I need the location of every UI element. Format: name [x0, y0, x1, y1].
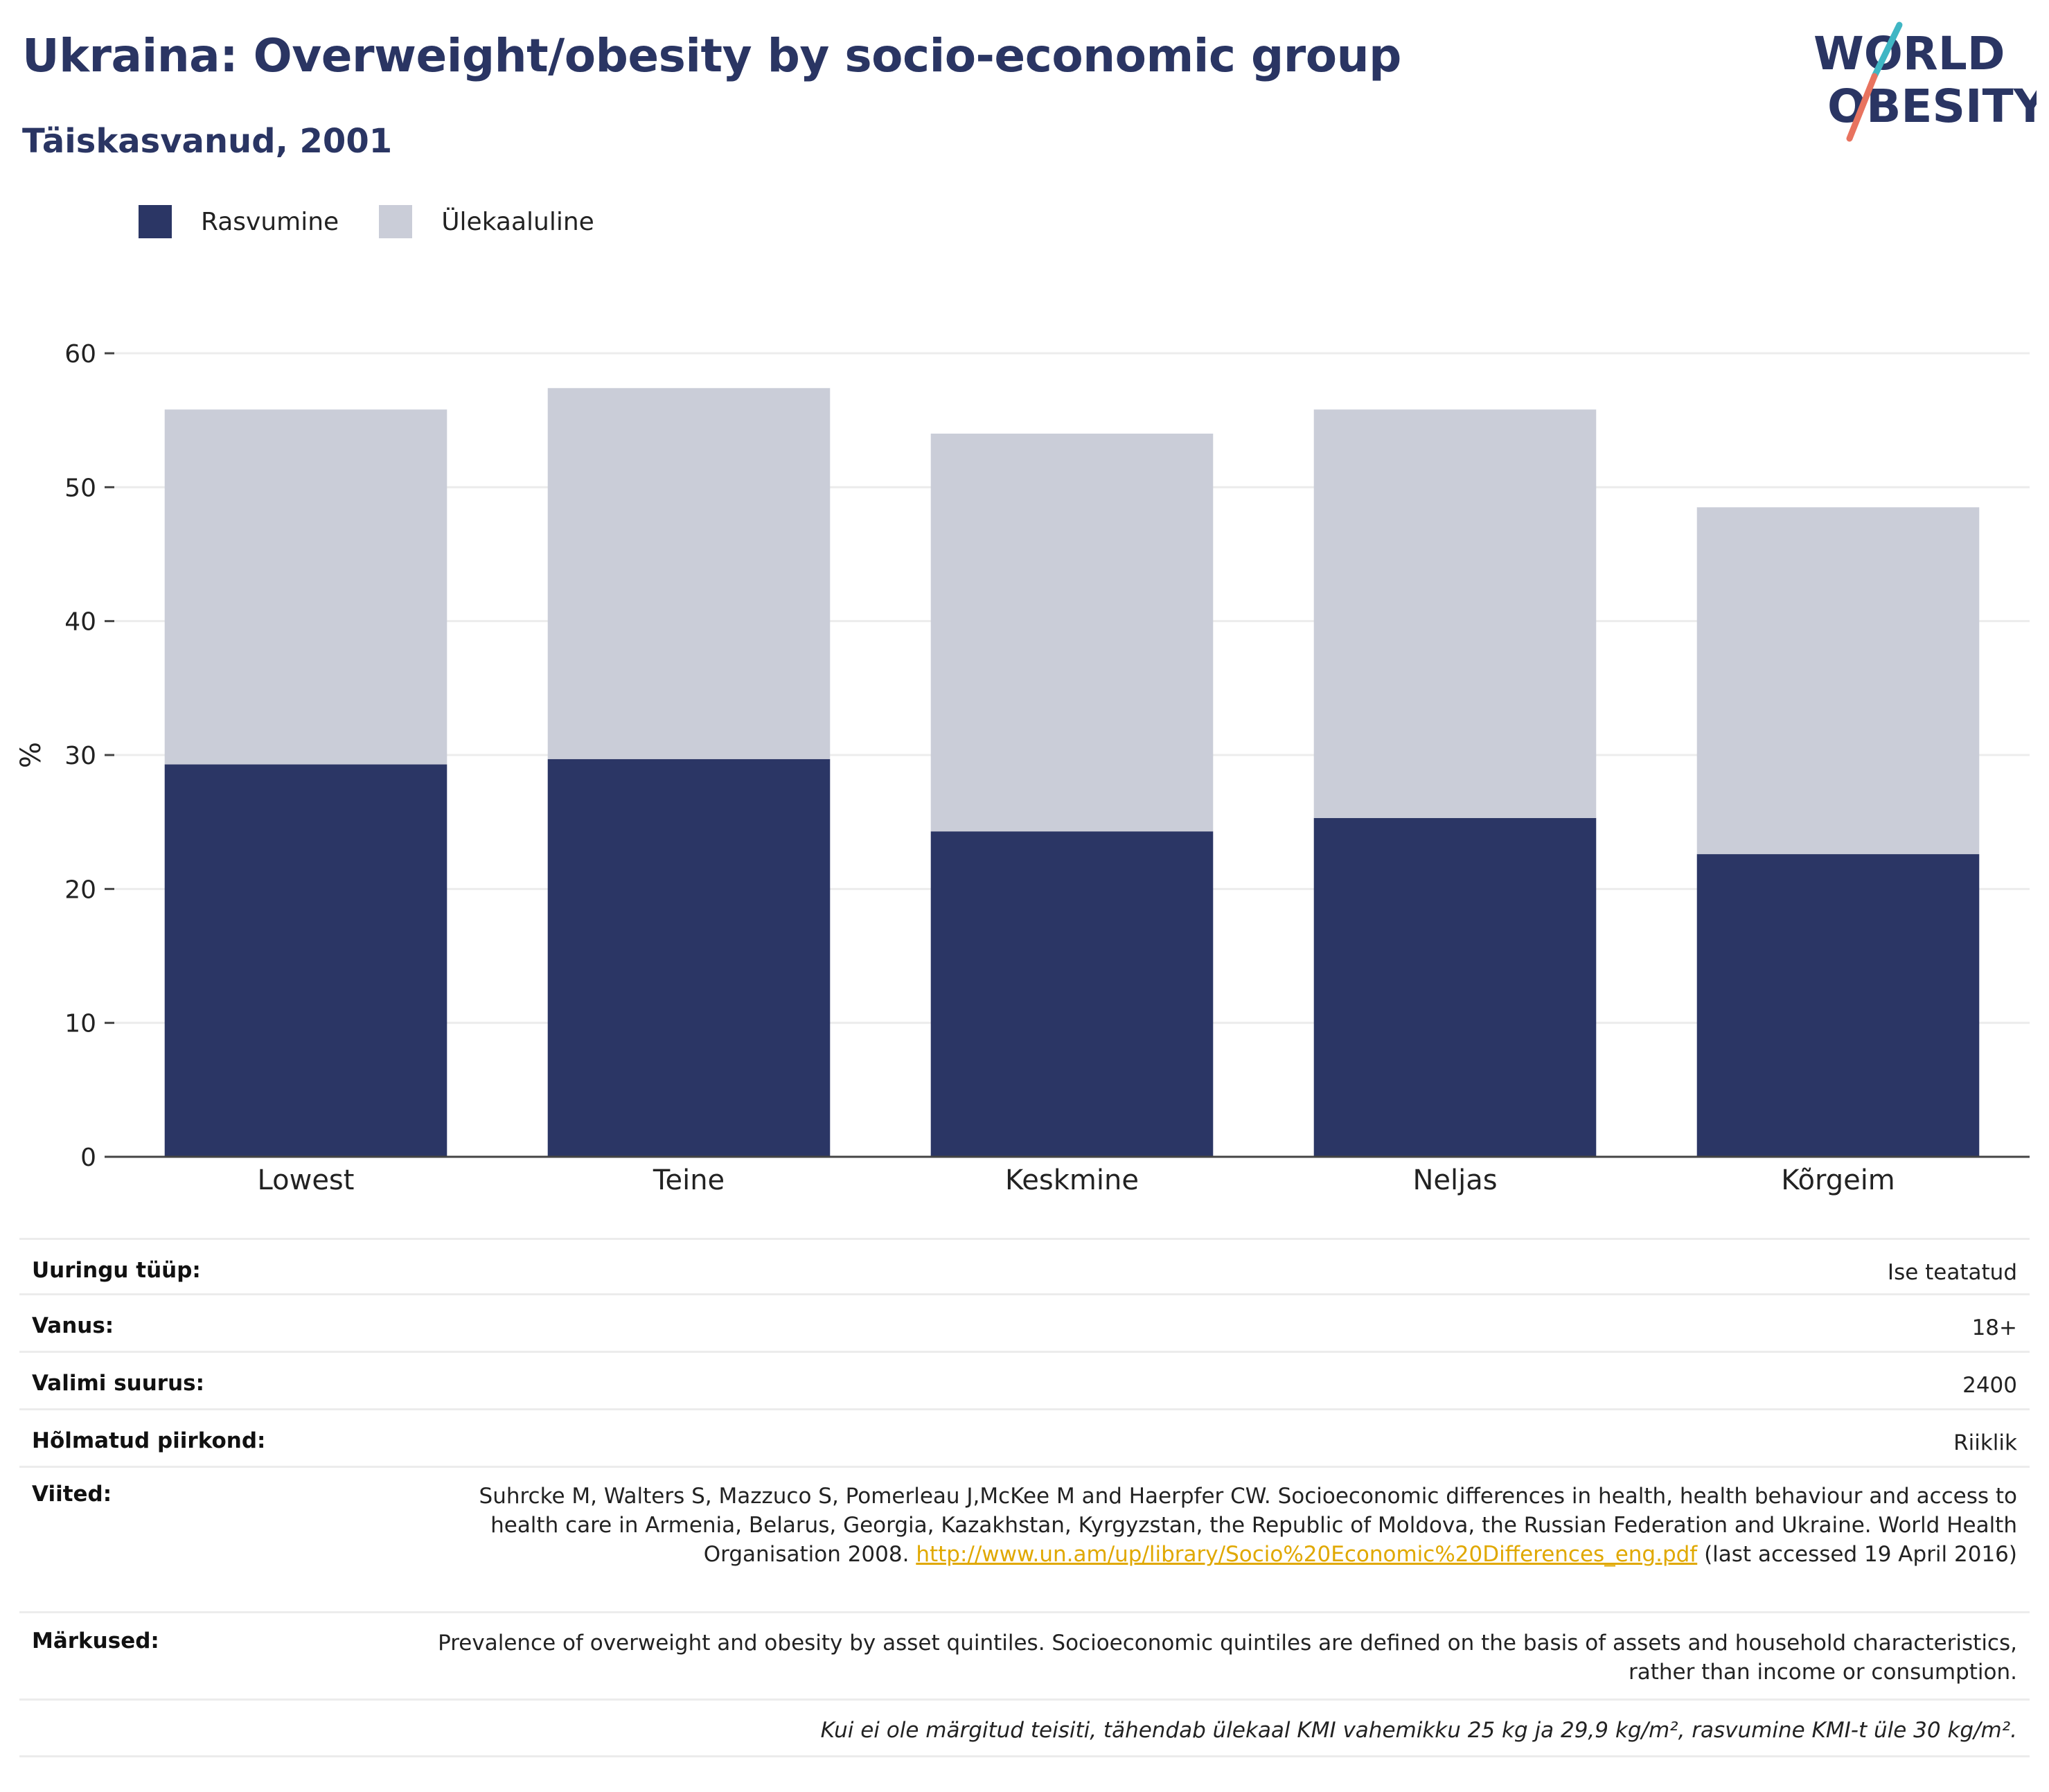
- info-row-footnote: Kui ei ole märgitud teisiti, tähendab ül…: [19, 1701, 2030, 1757]
- reference-accessed: (last accessed 19 April 2016): [1704, 1542, 2017, 1567]
- logo-slash-top: [1871, 21, 1903, 80]
- info-value: Ise teatatud: [1887, 1260, 2017, 1285]
- world-obesity-logo: WORLD OBESITY: [1813, 21, 2037, 142]
- y-tick-label: 60: [64, 340, 96, 369]
- y-tick-label: 30: [64, 742, 96, 770]
- x-tick-label: Teine: [653, 1164, 725, 1196]
- info-row-area: Hõlmatud piirkond: Riiklik: [19, 1410, 2030, 1468]
- x-tick-label: Neljas: [1412, 1164, 1497, 1196]
- info-label: Viited:: [32, 1482, 112, 1507]
- bar-overweight: [1696, 507, 1980, 855]
- bar-obesity: [1313, 817, 1597, 1157]
- info-row-notes: Märkused: Prevalence of overweight and o…: [19, 1613, 2030, 1701]
- x-tick-label: Keskmine: [1005, 1164, 1139, 1196]
- info-value: 18+: [1971, 1315, 2017, 1340]
- bar-obesity: [164, 764, 447, 1157]
- info-table: Uuringu tüüp: Ise teatatud Vanus: 18+ Va…: [19, 1238, 2030, 1757]
- info-label: Märkused:: [32, 1629, 159, 1653]
- info-row-survey-type: Uuringu tüüp: Ise teatatud: [19, 1238, 2030, 1295]
- page-subtitle: Täiskasvanud, 2001: [22, 122, 393, 161]
- bar-overweight: [930, 434, 1214, 832]
- footnote: Kui ei ole märgitud teisiti, tähendab ül…: [820, 1718, 2017, 1743]
- legend-swatch-obesity: [139, 205, 172, 238]
- y-tick-label: 20: [64, 876, 96, 904]
- legend-swatch-overweight: [379, 205, 413, 238]
- y-tick-label: 10: [64, 1010, 96, 1038]
- info-row-age: Vanus: 18+: [19, 1295, 2030, 1353]
- info-label: Hõlmatud piirkond:: [32, 1428, 266, 1453]
- reference-citation: Suhrcke M, Walters S, Mazzuco S, Pomerle…: [479, 1484, 2017, 1567]
- info-label: Vanus:: [32, 1313, 114, 1338]
- reference-link[interactable]: http://www.un.am/up/library/Socio%20Econ…: [916, 1542, 1698, 1567]
- legend-item-overweight: Ülekaaluline: [379, 205, 594, 238]
- legend-item-obesity: Rasvumine: [139, 205, 339, 238]
- x-tick-label: Lowest: [258, 1164, 355, 1196]
- logo-slash-bottom: [1846, 73, 1878, 142]
- y-tick-label: 0: [80, 1144, 96, 1172]
- info-row-references: Viited: Suhrcke M, Walters S, Mazzuco S,…: [19, 1468, 2030, 1613]
- info-value: Riiklik: [1953, 1430, 2017, 1455]
- info-label: Uuringu tüüp:: [32, 1258, 201, 1283]
- y-axis-label: %: [15, 742, 47, 768]
- bar-obesity: [930, 831, 1214, 1157]
- logo-line-2: OBESITY: [1827, 80, 2037, 133]
- chart-bars: [164, 388, 1980, 1157]
- info-value: Prevalence of overweight and obesity by …: [438, 1631, 2017, 1685]
- page-title: Ukraina: Overweight/obesity by socio-eco…: [22, 29, 1401, 82]
- bar-overweight: [547, 388, 831, 759]
- x-tick-label: Kõrgeim: [1781, 1164, 1895, 1196]
- bar-obesity: [547, 759, 831, 1157]
- legend-label-overweight: Ülekaaluline: [441, 207, 594, 236]
- y-axis-ticks: 0 10 20 30 40 50 60: [64, 340, 114, 1172]
- stacked-bar-chart: 0 10 20 30 40 50 60 Lowest Teine Keskmine Neljas K…: [15, 340, 2030, 1196]
- bar-obesity: [1696, 854, 1980, 1157]
- reference-text: Suhrcke M, Walters S, Mazzuco S, Pomerle…: [424, 1482, 2017, 1569]
- y-tick-label: 50: [64, 474, 96, 502]
- bar-overweight: [1313, 409, 1597, 818]
- info-value: 2400: [1962, 1373, 2017, 1398]
- bar-overweight: [164, 409, 447, 765]
- chart-legend: Rasvumine Ülekaaluline: [139, 205, 635, 238]
- legend-label-obesity: Rasvumine: [201, 207, 339, 236]
- x-axis-ticks: Lowest Teine Keskmine Neljas Kõrgeim: [258, 1164, 1895, 1196]
- info-row-sample-size: Valimi suurus: 2400: [19, 1353, 2030, 1410]
- info-label: Valimi suurus:: [32, 1371, 204, 1396]
- logo-line-1: WORLD: [1813, 27, 2005, 80]
- y-tick-label: 40: [64, 608, 96, 637]
